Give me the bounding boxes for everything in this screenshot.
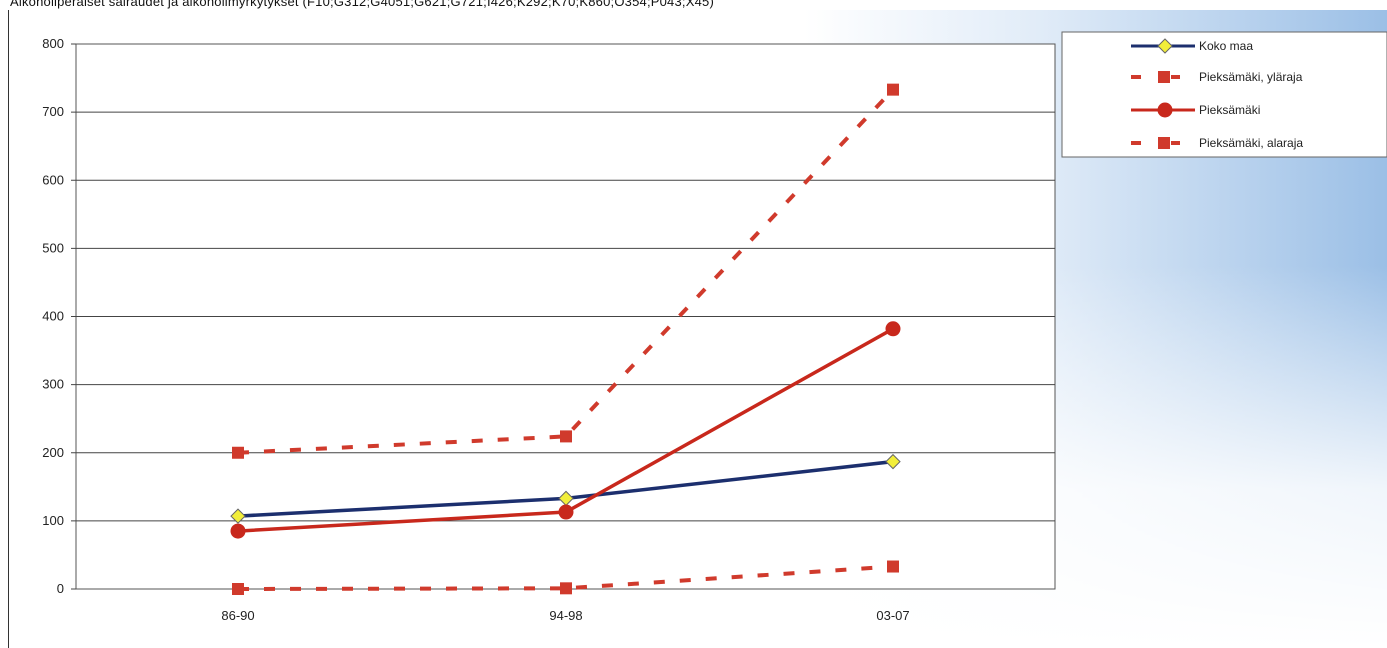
- chart-frame-edge: [8, 10, 9, 648]
- legend-label: Pieksämäki, alaraja: [1199, 136, 1303, 150]
- data-point: [232, 583, 244, 595]
- y-tick-label: 100: [42, 513, 64, 528]
- data-point: [230, 523, 246, 539]
- series-line: [237, 88, 895, 455]
- chart-title: Alkoholiperäiset sairaudet ja alkoholimy…: [10, 0, 714, 9]
- data-point: [885, 453, 901, 470]
- x-tick-label: 94-98: [549, 608, 582, 623]
- data-point: [560, 430, 572, 443]
- x-axis-ticks: 86-90 94-98 03-07: [221, 608, 909, 623]
- legend-swatch-marker: [1158, 137, 1170, 149]
- data-point: [558, 504, 574, 520]
- legend-label: Koko maa: [1199, 39, 1253, 53]
- data-point: [1157, 102, 1173, 118]
- legend-label: Pieksämäki: [1199, 103, 1260, 117]
- series: [232, 560, 899, 595]
- y-tick-label: 700: [42, 104, 64, 119]
- data-point: [560, 582, 572, 595]
- data-point: [230, 508, 246, 524]
- data-point: [1157, 38, 1173, 54]
- legend-item: Koko maa: [1131, 38, 1253, 54]
- legend-label: Pieksämäki, yläraja: [1199, 70, 1303, 84]
- y-tick-label: 500: [42, 240, 64, 255]
- y-tick-label: 300: [42, 377, 64, 392]
- y-tick-label: 600: [42, 172, 64, 187]
- series: [230, 321, 901, 539]
- y-tick-label: 200: [42, 445, 64, 460]
- data-point: [887, 560, 899, 573]
- legend-box: [1061, 31, 1387, 158]
- y-axis-ticks: 0 100 200 300 400 500 600 700 800: [42, 36, 76, 596]
- legend-item: Pieksämäki: [1131, 102, 1260, 118]
- x-tick-label: 03-07: [876, 608, 909, 623]
- series-lines: [230, 83, 901, 595]
- y-tick-label: 400: [42, 309, 64, 324]
- data-point: [887, 83, 899, 96]
- legend-swatch-marker: [1158, 71, 1170, 83]
- y-tick-label: 800: [42, 36, 64, 51]
- legend-item: Pieksämäki, yläraja: [1131, 70, 1303, 84]
- series: [232, 83, 899, 459]
- series: [230, 453, 901, 524]
- series-line: [237, 564, 894, 591]
- data-point: [885, 321, 901, 337]
- y-tick-label: 0: [57, 581, 64, 596]
- legend-item: Pieksämäki, alaraja: [1131, 136, 1303, 150]
- x-tick-label: 86-90: [221, 608, 254, 623]
- legend: Koko maa Pieksämäki, yläraja Pieksämäki Pie…: [1061, 31, 1387, 158]
- data-point: [232, 446, 244, 459]
